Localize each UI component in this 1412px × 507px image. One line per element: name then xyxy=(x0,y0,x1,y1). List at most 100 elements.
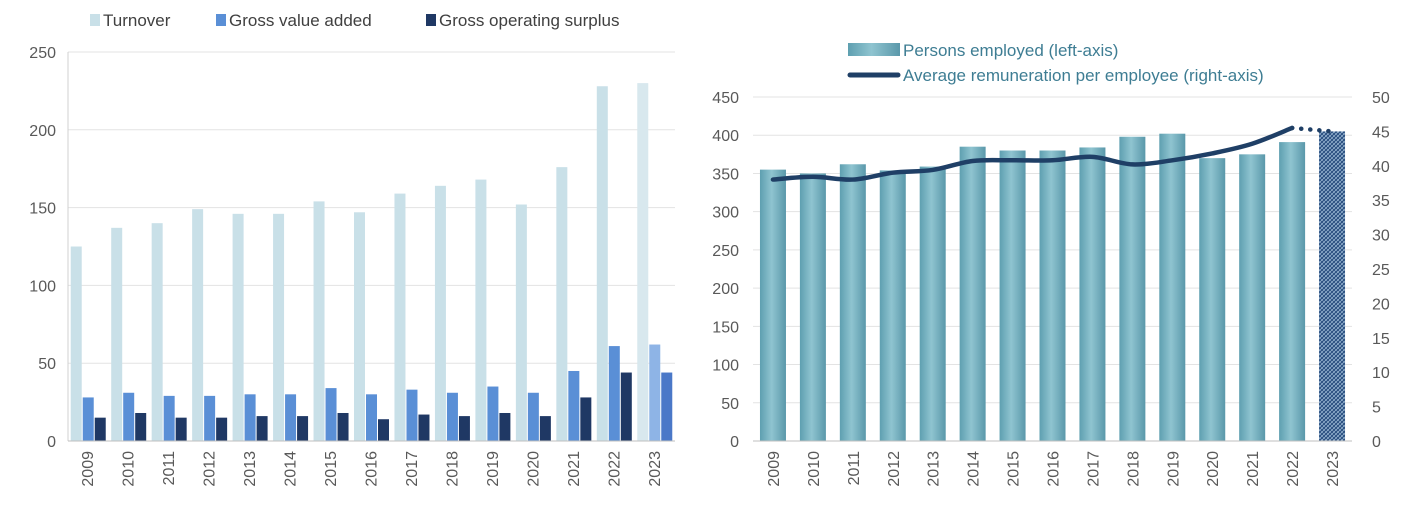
x-tick-label: 2017 xyxy=(1085,451,1102,487)
bar-gross-operating-surplus xyxy=(135,412,147,441)
y2-tick-label: 5 xyxy=(1372,400,1381,417)
bar-turnover xyxy=(192,209,204,441)
bar-persons-employed xyxy=(1319,131,1346,441)
bar-gross-operating-surplus xyxy=(256,416,268,441)
x-tick-label: 2023 xyxy=(647,451,664,487)
bar-persons-employed xyxy=(879,170,906,442)
y-tick-label: 250 xyxy=(29,45,56,62)
y-tick-label: 50 xyxy=(721,396,739,413)
bar-turnover xyxy=(394,193,406,441)
bar-gross-value-added xyxy=(366,394,377,441)
x-tick-label: 2017 xyxy=(404,451,421,487)
bar-turnover xyxy=(111,227,123,441)
bar-turnover xyxy=(475,179,487,442)
x-tick-label: 2011 xyxy=(161,451,178,486)
bar-gross-value-added xyxy=(244,394,256,441)
bar-gross-value-added xyxy=(649,344,661,441)
bar-turnover xyxy=(556,167,568,442)
x-tick-label: 2020 xyxy=(525,451,542,487)
bar-turnover xyxy=(637,83,649,442)
y-tick-label: 350 xyxy=(712,166,739,183)
bar-persons-employed xyxy=(839,164,866,441)
bar-gross-value-added xyxy=(204,395,216,441)
y-tick-label: 50 xyxy=(38,356,56,373)
y-tick-label: 150 xyxy=(712,319,739,336)
bar-persons-employed xyxy=(799,173,826,441)
y2-tick-label: 50 xyxy=(1372,90,1390,107)
y-tick-label: 300 xyxy=(712,205,739,222)
bar-gross-operating-surplus xyxy=(458,416,470,441)
bar-gross-operating-surplus xyxy=(94,417,106,441)
bar-gross-value-added xyxy=(82,397,94,441)
y-tick-label: 0 xyxy=(730,434,739,451)
bar-gross-operating-surplus xyxy=(620,372,632,441)
bar-turnover xyxy=(313,201,325,441)
legend-label: Gross operating surplus xyxy=(439,11,619,30)
x-tick-label: 2021 xyxy=(1245,451,1262,487)
line-average-remuneration xyxy=(770,125,1295,182)
bar-persons-employed xyxy=(1239,154,1266,442)
bar-gross-value-added xyxy=(325,388,337,441)
y2-tick-label: 40 xyxy=(1372,159,1390,176)
legend-swatch xyxy=(216,14,226,26)
bar-persons-employed xyxy=(1119,136,1146,442)
bar-persons-employed xyxy=(759,169,786,441)
x-tick-label: 2022 xyxy=(1285,451,1302,487)
x-tick-label: 2019 xyxy=(1165,451,1182,487)
bar-gross-operating-surplus xyxy=(539,416,551,441)
bar-persons-employed xyxy=(999,150,1026,441)
x-tick-label: 2023 xyxy=(1325,451,1342,487)
y-tick-label: 100 xyxy=(712,358,739,375)
bar-gross-value-added xyxy=(163,395,175,441)
bar-gross-operating-surplus xyxy=(216,417,228,441)
bar-gross-operating-surplus xyxy=(297,416,309,441)
y2-tick-label: 25 xyxy=(1372,262,1390,279)
bar-persons-employed xyxy=(959,146,986,441)
legend-label: Turnover xyxy=(103,11,171,30)
bar-gross-operating-surplus xyxy=(499,412,511,441)
legend-swatch xyxy=(426,14,436,26)
bar-turnover xyxy=(273,213,285,441)
bar-persons-employed xyxy=(1279,142,1306,441)
x-tick-label: 2014 xyxy=(966,451,983,487)
x-tick-label: 2019 xyxy=(485,451,502,487)
x-tick-label: 2018 xyxy=(444,451,461,487)
y2-tick-label: 35 xyxy=(1372,193,1390,210)
bar-gross-value-added xyxy=(406,389,418,441)
x-tick-label: 2010 xyxy=(121,451,138,487)
y-tick-label: 200 xyxy=(712,281,739,298)
bar-turnover xyxy=(70,246,82,441)
legend-swatch-bar xyxy=(848,43,900,56)
x-tick-label: 2015 xyxy=(1006,451,1023,487)
x-tick-label: 2014 xyxy=(283,451,300,487)
x-tick-label: 2022 xyxy=(606,451,623,487)
bar-gross-value-added xyxy=(568,370,580,441)
legend-label: Persons employed (left-axis) xyxy=(903,41,1118,60)
x-tick-label: 2016 xyxy=(1046,451,1063,487)
bar-turnover xyxy=(515,204,527,441)
bar-persons-employed xyxy=(1039,150,1066,441)
legend-label: Average remuneration per employee (right… xyxy=(903,66,1264,85)
x-tick-label: 2009 xyxy=(80,451,97,487)
y-tick-label: 200 xyxy=(29,123,56,140)
bar-persons-employed xyxy=(1079,147,1106,441)
x-tick-label: 2020 xyxy=(1205,451,1222,487)
x-tick-label: 2012 xyxy=(886,451,903,487)
bar-gross-value-added xyxy=(446,392,458,441)
bar-persons-employed xyxy=(1199,158,1226,441)
x-tick-label: 2011 xyxy=(846,451,863,486)
y2-tick-label: 10 xyxy=(1372,365,1390,382)
bar-gross-operating-surplus xyxy=(580,397,592,441)
x-tick-label: 2012 xyxy=(202,451,219,487)
x-tick-label: 2015 xyxy=(323,451,340,487)
bar-persons-employed xyxy=(919,166,946,441)
x-tick-label: 2016 xyxy=(364,451,381,487)
y-tick-label: 250 xyxy=(712,243,739,260)
bar-turnover xyxy=(596,86,608,442)
bar-gross-operating-surplus xyxy=(378,419,389,441)
line-average-remuneration-estimate xyxy=(1289,125,1335,134)
x-tick-label: 2010 xyxy=(806,451,823,487)
bar-gross-value-added xyxy=(285,394,297,441)
x-tick-label: 2009 xyxy=(766,451,783,487)
